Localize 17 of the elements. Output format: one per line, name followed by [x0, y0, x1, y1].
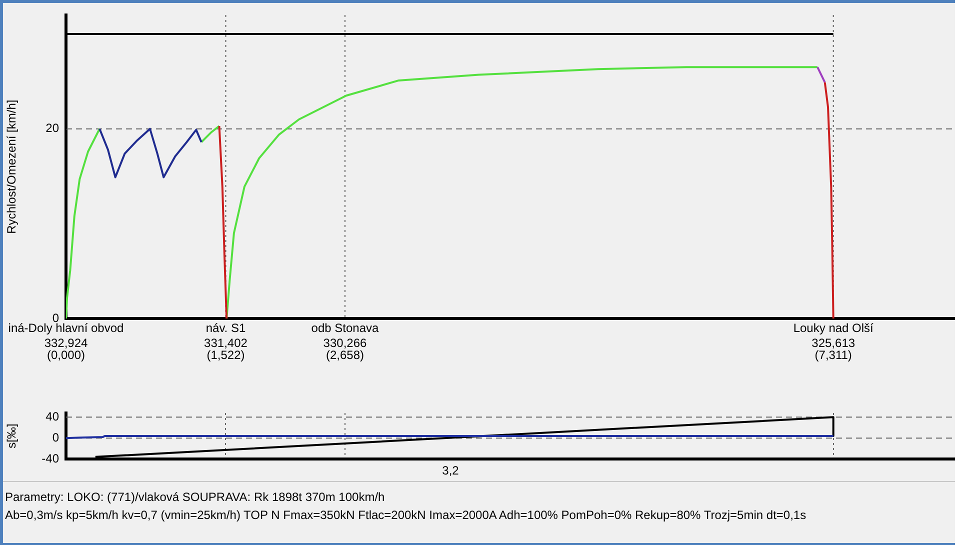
y-tick-label: -40: [42, 451, 60, 466]
ref-line-label: odb Stonava 330,266: [311, 320, 379, 350]
y-tick-label: 40: [46, 409, 60, 424]
text: Ab=0,3m/s kp=5km/h kv=0,7 (vmin=25km/h) TOP N Fmax=350kN Ftlac=200kN Imax=2000A Adh=100% PomPoh=0% Rekup=80% Trozj=5min dt=0,1s: [4, 507, 808, 524]
ref-line-label: náv. S1 331,402: [204, 320, 248, 350]
text: Parametry: LOKO: (771)/vlaková SOUPRAVA: Rk 1898t 370m 100km/h: [4, 489, 386, 506]
x-tick-label: (7,311): [814, 348, 852, 362]
x-tick-label: (2,658): [326, 348, 364, 362]
y-axis-title: Rychlost/Omezení [km/h]: [4, 100, 19, 234]
ref-line-label: Louky nad Olší 325,613: [793, 320, 874, 350]
y-axis-title: s[‰]: [4, 424, 19, 448]
text: 3,2: [442, 463, 460, 478]
y-tick-label: 0: [52, 310, 60, 325]
x-tick-label: (0,000): [46, 348, 86, 362]
x-tick-label: (1,522): [206, 348, 245, 362]
y-tick-label: 20: [46, 121, 60, 136]
y-tick-label: 0: [52, 430, 60, 444]
